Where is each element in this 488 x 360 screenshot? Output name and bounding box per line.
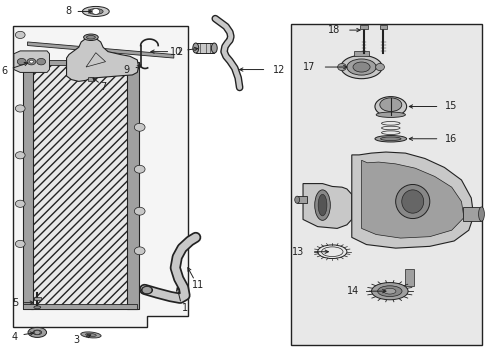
Bar	[353, 51, 368, 56]
Bar	[359, 25, 367, 30]
Polygon shape	[14, 51, 49, 72]
Circle shape	[92, 9, 100, 14]
Circle shape	[15, 240, 25, 247]
Polygon shape	[351, 152, 473, 248]
Ellipse shape	[478, 207, 484, 221]
Ellipse shape	[294, 196, 299, 203]
Polygon shape	[27, 42, 173, 58]
Circle shape	[15, 152, 25, 159]
Ellipse shape	[380, 137, 400, 140]
Text: 13: 13	[292, 247, 304, 257]
Ellipse shape	[88, 9, 103, 14]
Circle shape	[15, 31, 25, 39]
Text: 2: 2	[176, 46, 182, 57]
Text: 1: 1	[182, 303, 188, 313]
Ellipse shape	[352, 62, 369, 72]
Ellipse shape	[28, 327, 46, 337]
Ellipse shape	[346, 59, 375, 75]
Bar	[22, 62, 33, 309]
Ellipse shape	[375, 63, 384, 71]
Polygon shape	[303, 184, 351, 228]
Bar	[22, 304, 137, 309]
Ellipse shape	[82, 6, 109, 17]
Bar	[34, 297, 41, 300]
Text: 18: 18	[327, 25, 340, 35]
Circle shape	[15, 200, 25, 207]
Polygon shape	[66, 37, 139, 81]
Bar	[297, 196, 306, 203]
Bar	[31, 62, 137, 309]
Ellipse shape	[318, 194, 326, 216]
Ellipse shape	[383, 288, 395, 294]
Bar	[87, 77, 93, 81]
Ellipse shape	[314, 190, 330, 220]
Ellipse shape	[34, 306, 41, 309]
Polygon shape	[361, 160, 463, 238]
Ellipse shape	[85, 333, 96, 337]
Ellipse shape	[375, 112, 405, 117]
Bar	[22, 60, 137, 65]
Text: 12: 12	[272, 64, 285, 75]
Text: 17: 17	[302, 62, 315, 72]
Circle shape	[15, 58, 25, 65]
Text: 11: 11	[192, 280, 204, 290]
Ellipse shape	[377, 286, 401, 297]
Ellipse shape	[192, 43, 198, 53]
Text: 5: 5	[12, 298, 19, 308]
Circle shape	[134, 123, 145, 131]
Circle shape	[37, 58, 45, 65]
Text: 8: 8	[65, 6, 71, 17]
Text: 3: 3	[74, 335, 80, 345]
Ellipse shape	[371, 283, 407, 300]
Ellipse shape	[142, 287, 152, 294]
Text: 9: 9	[123, 65, 129, 75]
Ellipse shape	[211, 43, 217, 53]
Bar	[405, 269, 413, 286]
Circle shape	[142, 287, 152, 294]
Ellipse shape	[401, 190, 423, 213]
Text: 4: 4	[11, 332, 18, 342]
Circle shape	[17, 58, 26, 65]
Ellipse shape	[81, 332, 101, 338]
Ellipse shape	[33, 330, 41, 335]
Ellipse shape	[374, 96, 406, 116]
Bar	[379, 25, 386, 30]
Ellipse shape	[374, 135, 406, 142]
Text: 7: 7	[100, 82, 106, 93]
Bar	[290, 24, 481, 345]
Circle shape	[134, 247, 145, 255]
Ellipse shape	[340, 55, 382, 79]
Circle shape	[34, 330, 40, 334]
Text: 10: 10	[170, 47, 182, 57]
Circle shape	[134, 165, 145, 173]
Circle shape	[134, 207, 145, 215]
Text: 6: 6	[1, 66, 8, 76]
Ellipse shape	[379, 98, 401, 112]
Polygon shape	[13, 26, 188, 327]
Bar	[462, 207, 481, 221]
Ellipse shape	[86, 36, 95, 39]
Bar	[195, 43, 214, 53]
Ellipse shape	[337, 63, 346, 71]
Circle shape	[27, 58, 36, 65]
Ellipse shape	[83, 34, 98, 41]
Text: 15: 15	[445, 102, 457, 112]
Bar	[126, 62, 139, 309]
Circle shape	[15, 105, 25, 112]
Ellipse shape	[395, 184, 429, 219]
Text: 14: 14	[346, 286, 358, 296]
Circle shape	[29, 60, 33, 63]
Text: 16: 16	[445, 134, 457, 144]
